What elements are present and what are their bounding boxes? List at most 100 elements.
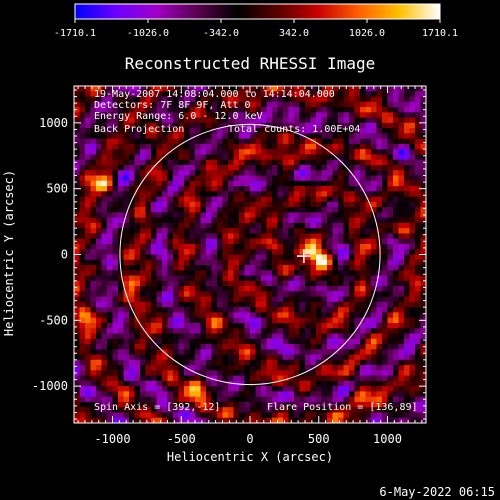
heatmap-cell (255, 238, 262, 245)
heatmap-cell (327, 186, 334, 192)
heatmap-cell (85, 354, 92, 361)
heatmap-cell (189, 375, 196, 382)
heatmap-cell (112, 86, 119, 92)
heatmap-cell (140, 407, 147, 414)
heatmap-cell (387, 391, 394, 398)
heatmap-cell (206, 412, 213, 419)
heatmap-cell (398, 375, 405, 382)
heatmap-cell (178, 307, 185, 314)
heatmap-cell (195, 380, 202, 387)
heatmap-cell (145, 296, 152, 303)
heatmap-cell (101, 254, 108, 261)
heatmap-cell (96, 254, 103, 261)
heatmap-cell (321, 96, 328, 103)
heatmap-cell (376, 143, 383, 150)
heatmap-cell (85, 380, 92, 387)
heatmap-cell (189, 349, 196, 356)
heatmap-cell (101, 159, 108, 166)
heatmap-cell (255, 401, 262, 408)
heatmap-cell (398, 291, 405, 298)
heatmap-cell (261, 170, 268, 177)
heatmap-cell (90, 286, 97, 292)
heatmap-cell (217, 170, 224, 177)
heatmap-cell (266, 317, 273, 324)
heatmap-cell (404, 270, 411, 277)
heatmap-cell (360, 349, 367, 356)
heatmap-cell (79, 96, 86, 103)
heatmap-cell (376, 201, 383, 208)
heatmap-cell (409, 196, 416, 203)
heatmap-cell (349, 196, 356, 203)
heatmap-cell (277, 207, 284, 213)
heatmap-cell (101, 138, 108, 145)
heatmap-cell (228, 275, 235, 282)
heatmap-cell (123, 164, 130, 171)
heatmap-cell (393, 133, 400, 140)
heatmap-cell (294, 380, 301, 387)
heatmap-cell (123, 112, 130, 119)
heatmap-cell (79, 138, 86, 145)
heatmap-cell (398, 180, 405, 187)
heatmap-cell (371, 233, 378, 240)
heatmap-cell (140, 380, 147, 387)
heatmap-cell (310, 91, 317, 98)
heatmap-cell (316, 217, 323, 224)
heatmap-cell (343, 107, 350, 113)
heatmap-cell (134, 180, 141, 187)
heatmap-cell (305, 349, 312, 356)
heatmap-cell (338, 196, 345, 203)
heatmap-cell (90, 265, 97, 271)
heatmap-cell (239, 170, 246, 177)
heatmap-cell (354, 259, 361, 266)
heatmap-cell (338, 154, 345, 161)
heatmap-cell (90, 191, 97, 198)
heatmap-cell (398, 365, 405, 371)
heatmap-cell (371, 370, 378, 377)
heatmap-cell (343, 344, 350, 350)
heatmap-cell (332, 417, 339, 423)
heatmap-cell (371, 396, 378, 403)
heatmap-cell (189, 201, 196, 208)
heatmap-cell (167, 301, 174, 308)
heatmap-cell (343, 207, 350, 213)
heatmap-cell (371, 217, 378, 224)
heatmap-cell (277, 375, 284, 382)
heatmap-cell (354, 222, 361, 229)
heatmap-cell (233, 280, 240, 287)
heatmap-cell (189, 333, 196, 340)
heatmap-cell (107, 186, 114, 192)
heatmap-cell (354, 280, 361, 287)
heatmap-cell (85, 401, 92, 408)
heatmap-cell (288, 112, 295, 119)
heatmap-cell (349, 265, 356, 271)
heatmap-cell (107, 133, 114, 140)
y-axis-label: Heliocentric Y (arcsec) (2, 170, 16, 336)
heatmap-cell (294, 117, 301, 124)
heatmap-cell (79, 328, 86, 335)
heatmap-cell (244, 164, 251, 171)
heatmap-cell (365, 112, 372, 119)
heatmap-cell (74, 380, 81, 387)
heatmap-cell (244, 101, 251, 108)
heatmap-cell (195, 96, 202, 103)
heatmap-cell (217, 191, 224, 198)
heatmap-cell (151, 254, 158, 261)
heatmap-cell (134, 201, 141, 208)
heatmap-cell (239, 338, 246, 345)
heatmap-cell (206, 322, 213, 329)
heatmap-cell (250, 196, 257, 203)
heatmap-cell (211, 238, 218, 245)
heatmap-cell (107, 322, 114, 329)
heatmap-cell (239, 233, 246, 240)
heatmap-cell (272, 107, 279, 113)
heatmap-cell (360, 407, 367, 414)
heatmap-cell (239, 122, 246, 129)
heatmap-cell (349, 401, 356, 408)
heatmap-cell (365, 354, 372, 361)
heatmap-cell (217, 222, 224, 229)
heatmap-cell (79, 349, 86, 356)
heatmap-cell (387, 270, 394, 277)
heatmap-cell (360, 312, 367, 319)
heatmap-cell (145, 396, 152, 403)
heatmap-cell (272, 249, 279, 256)
